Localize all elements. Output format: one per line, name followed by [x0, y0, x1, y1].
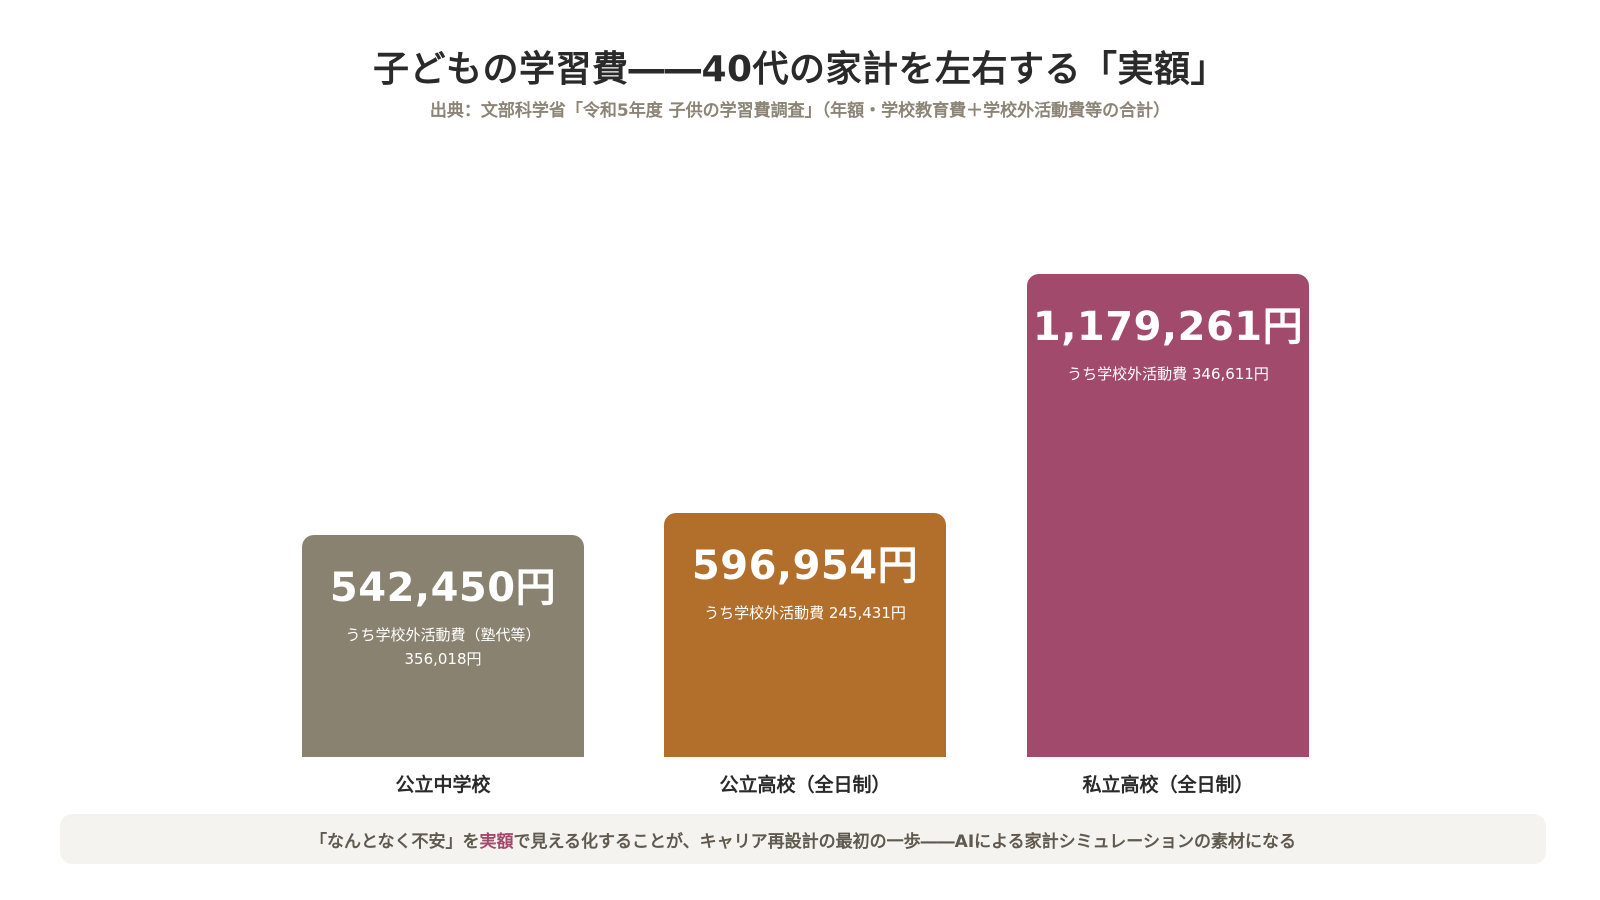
bar-1: 542,450円うち学校外活動費（塾代等）356,018円 [302, 535, 584, 757]
bar-value-label: 542,450円 [329, 565, 557, 611]
footer-note-after: で見える化することが、キャリア再設計の最初の一歩――AIによる家計シミュレーショ… [513, 831, 1296, 852]
bar-note-label: うち学校外活動費（塾代等）356,018円 [345, 626, 541, 668]
chart-subtitle: 出典：文部科学省「令和5年度 子供の学習費調査」（年額・学校教育費＋学校外活動費… [429, 101, 1171, 121]
footer-note-accent: 実額 [479, 831, 514, 852]
category-label: 私立高校（全日制） [1082, 774, 1254, 796]
category-label: 公立高校（全日制） [719, 774, 891, 796]
bar-value-label: 596,954円 [691, 543, 919, 589]
bar-chart: 542,450円うち学校外活動費（塾代等）356,018円公立中学校 596,95… [302, 274, 1309, 796]
bar-3: 1,179,261円うち学校外活動費 346,611円 [1027, 274, 1309, 757]
bar-2: 596,954円うち学校外活動費 245,431円 [664, 513, 946, 757]
bar-note-label: うち学校外活動費 346,611円 [1067, 365, 1269, 383]
footer-note-before: 「なんとなく不安」を [310, 831, 480, 852]
footer-note: 「なんとなく不安」を 実額 で見える化することが、キャリア再設計の最初の一歩――AI… [60, 814, 1546, 864]
chart-title: 子どもの学習費――40代の家計を左右する「実額」 [372, 49, 1228, 90]
bar-value-label: 1,179,261円 [1032, 304, 1304, 350]
category-label: 公立中学校 [395, 774, 491, 796]
bar-note-label: うち学校外活動費 245,431円 [704, 604, 906, 622]
